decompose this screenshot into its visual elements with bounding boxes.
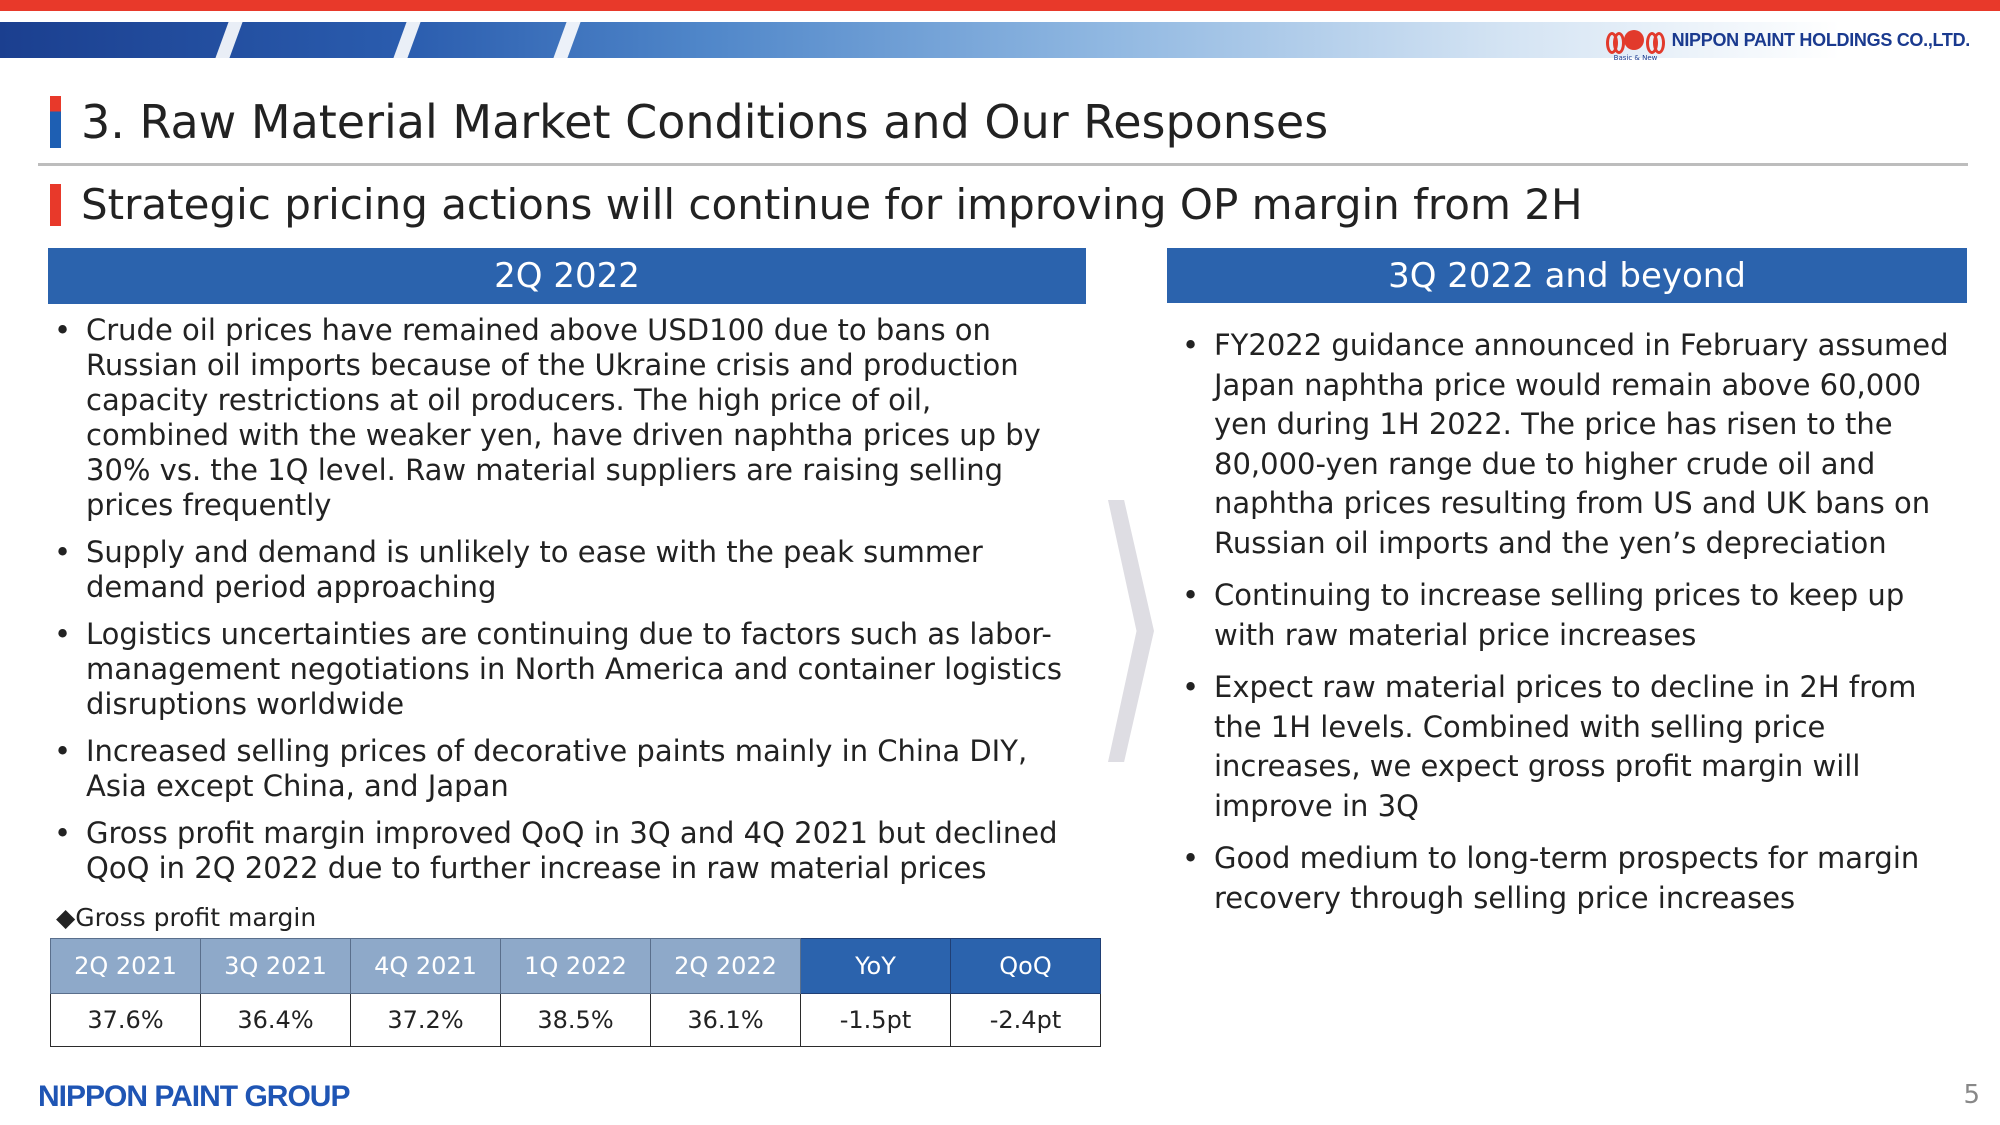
left-column-heading: 2Q 2022 — [48, 248, 1086, 304]
arrow-chevron-icon — [1108, 500, 1154, 762]
group-logo: NIPPON PAINT GROUP — [38, 1080, 350, 1113]
table-cell: 37.6% — [50, 993, 201, 1047]
table-cell: -2.4pt — [950, 993, 1101, 1047]
table-cell: 36.4% — [200, 993, 351, 1047]
top-gradient-band — [0, 22, 2000, 58]
table-header-cell: 2Q 2021 — [50, 938, 201, 994]
table-header-cell: 1Q 2022 — [500, 938, 651, 994]
page-number: 5 — [1963, 1080, 1980, 1110]
page-subtitle: Strategic pricing actions will continue … — [81, 180, 1583, 229]
top-red-stripe — [0, 0, 2000, 11]
band-divider — [393, 22, 421, 58]
list-item: Increased selling prices of decorative p… — [52, 734, 1082, 804]
list-item: FY2022 guidance announced in February as… — [1180, 326, 1970, 563]
table-cell: 36.1% — [650, 993, 801, 1047]
right-bullet-list: FY2022 guidance announced in February as… — [1180, 326, 1970, 931]
table-row: 37.6% 36.4% 37.2% 38.5% 36.1% -1.5pt -2.… — [50, 993, 1101, 1047]
list-item: Crude oil prices have remained above USD… — [52, 313, 1082, 523]
list-item: Continuing to increase selling prices to… — [1180, 576, 1970, 655]
logo-tagline: Basic & New — [1613, 54, 1658, 62]
subtitle-block: Strategic pricing actions will continue … — [50, 180, 1583, 229]
table-header-cell: 3Q 2021 — [200, 938, 351, 994]
title-accent-bar — [50, 96, 61, 148]
list-item: Gross profit margin improved QoQ in 3Q a… — [52, 816, 1082, 886]
table-caption: ◆Gross profit margin — [56, 903, 317, 932]
company-logo: Basic & New NIPPON PAINT HOLDINGS CO.,LT… — [1604, 28, 1971, 62]
table-header-cell: 4Q 2021 — [350, 938, 501, 994]
table-cell: -1.5pt — [800, 993, 951, 1047]
list-item: Expect raw material prices to decline in… — [1180, 668, 1970, 826]
list-item: Logistics uncertainties are continuing d… — [52, 617, 1082, 722]
table-header-cell: QoQ — [950, 938, 1101, 994]
list-item: Supply and demand is unlikely to ease wi… — [52, 535, 1082, 605]
title-block: 3. Raw Material Market Conditions and Ou… — [50, 95, 1328, 149]
gross-profit-margin-table: 2Q 2021 3Q 2021 4Q 2021 1Q 2022 2Q 2022 … — [50, 938, 1101, 1047]
company-name: NIPPON PAINT HOLDINGS CO.,LTD. — [1671, 29, 1971, 50]
table-header-cell: YoY — [800, 938, 951, 994]
table-header-row: 2Q 2021 3Q 2021 4Q 2021 1Q 2022 2Q 2022 … — [50, 938, 1101, 994]
left-bullet-list: Crude oil prices have remained above USD… — [52, 313, 1082, 898]
title-divider — [38, 163, 1968, 166]
right-column-heading: 3Q 2022 and beyond — [1167, 248, 1967, 303]
table-header-cell: 2Q 2022 — [650, 938, 801, 994]
subtitle-accent-bar — [50, 183, 61, 226]
band-divider — [215, 22, 243, 58]
list-item: Good medium to long-term prospects for m… — [1180, 839, 1970, 918]
table-cell: 38.5% — [500, 993, 651, 1047]
table-cell: 37.2% — [350, 993, 501, 1047]
logo-mark-icon: Basic & New — [1604, 28, 1666, 62]
band-divider — [553, 22, 581, 58]
page-title: 3. Raw Material Market Conditions and Ou… — [81, 95, 1329, 149]
